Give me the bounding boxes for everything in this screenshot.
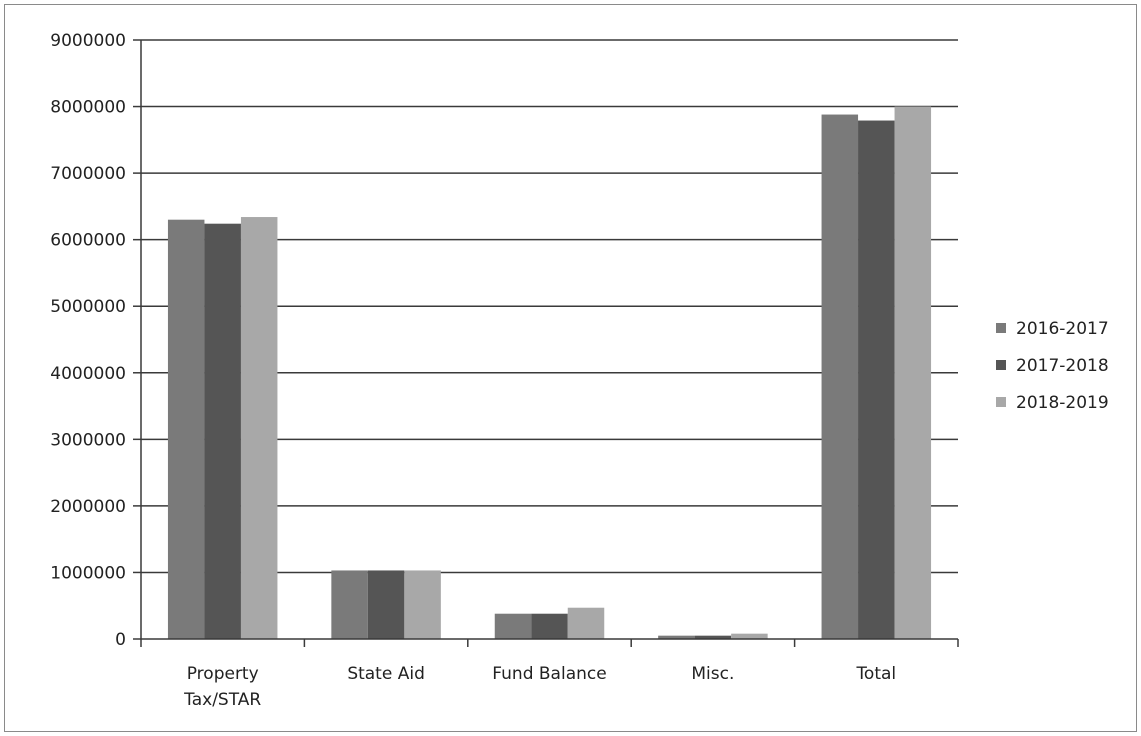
bar-fund-balance-2018-2019 [567, 607, 605, 639]
bar-misc-2018-2019 [731, 633, 768, 639]
x-category-label: Fund Balance [492, 664, 606, 684]
y-tick-label: 6000000 [50, 231, 126, 251]
axes [133, 39, 959, 647]
x-category-label: Property [187, 664, 259, 684]
bar-misc-2016-2017 [658, 635, 695, 639]
legend: 2016-2017 2017-2018 2018-2019 [996, 319, 1109, 413]
y-tick-label: 1000000 [50, 563, 126, 583]
bar-property-tax-star-2016-2017 [167, 219, 205, 639]
legend-label-2016-2017: 2016-2017 [1016, 319, 1109, 339]
bar-state-aid-2017-2018 [367, 570, 405, 639]
x-axis-category-labels: Property Tax/STAR State Aid Fund Balance Mis… [183, 664, 896, 710]
x-category-label: Total [855, 664, 896, 684]
bar-fund-balance-2016-2017 [494, 613, 532, 639]
bar-total-2017-2018 [858, 120, 895, 639]
y-tick-label: 3000000 [50, 430, 126, 450]
bar-property-tax-star-2018-2019 [240, 217, 278, 639]
bar-fund-balance-2017-2018 [531, 613, 568, 639]
bar-total-2018-2019 [894, 106, 932, 640]
y-tick-label: 4000000 [50, 364, 126, 384]
y-axis-tick-labels: 0 1000000 2000000 3000000 4000000 5000000 6000… [50, 31, 126, 650]
y-tick-label: 5000000 [50, 297, 126, 317]
x-category-label: Tax/STAR [183, 690, 261, 710]
y-tick-label: 0 [115, 630, 126, 650]
bar-misc-2017-2018 [694, 635, 732, 639]
legend-swatch-2018-2019 [996, 397, 1006, 407]
y-tick-label: 8000000 [50, 98, 126, 118]
y-tick-label: 2000000 [50, 497, 126, 517]
y-tick-label: 9000000 [50, 31, 126, 51]
bar-state-aid-2016-2017 [331, 570, 368, 639]
legend-label-2018-2019: 2018-2019 [1016, 393, 1109, 413]
y-tick-label: 7000000 [50, 164, 126, 184]
bar-property-tax-star-2017-2018 [204, 223, 241, 639]
bar-total-2016-2017 [821, 114, 859, 639]
x-category-label: State Aid [347, 664, 425, 684]
x-category-label: Misc. [691, 664, 734, 684]
legend-swatch-2017-2018 [996, 360, 1006, 370]
bars [167, 106, 932, 640]
bar-state-aid-2018-2019 [404, 570, 441, 639]
legend-label-2017-2018: 2017-2018 [1016, 356, 1109, 376]
legend-swatch-2016-2017 [996, 323, 1006, 333]
